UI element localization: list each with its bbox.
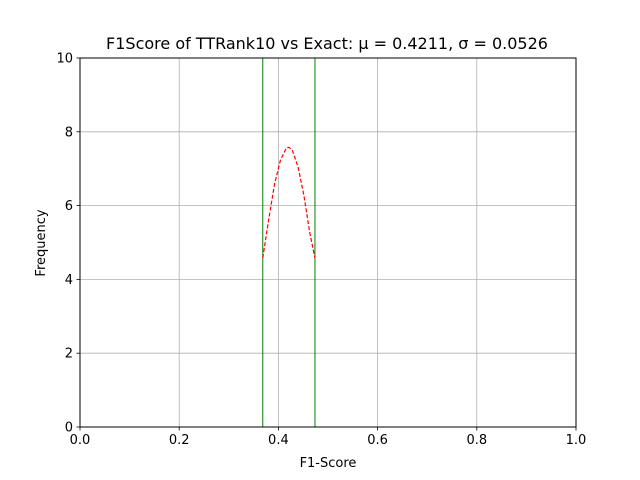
x-tick-label: 0.0 [70,433,91,448]
x-tick-label: 0.6 [367,433,388,448]
y-tick-label: 0 [65,421,73,436]
chart-title: F1Score of TTRank10 vs Exact: μ = 0.4211… [106,34,548,53]
x-tick-label: 0.4 [268,433,289,448]
y-tick-label: 4 [65,273,73,288]
series-layer [262,146,316,259]
series-line [262,146,316,259]
vertical-lines [262,58,316,427]
y-tick-label: 10 [56,52,73,67]
plot-frame [79,57,577,428]
y-tick-label: 8 [65,125,73,140]
y-tick-label: 2 [65,347,73,362]
x-axis-label: F1-Score [300,456,357,471]
x-tick-label: 0.8 [466,433,487,448]
x-tick-label: 1.0 [566,433,587,448]
y-tick-label: 6 [65,199,73,214]
y-axis-label: Frequency [34,209,49,276]
x-tick-label: 0.2 [169,433,190,448]
ticks: 0.0 0.2 0.4 0.6 0.8 1.0 0 2 4 6 8 10 [56,52,586,449]
